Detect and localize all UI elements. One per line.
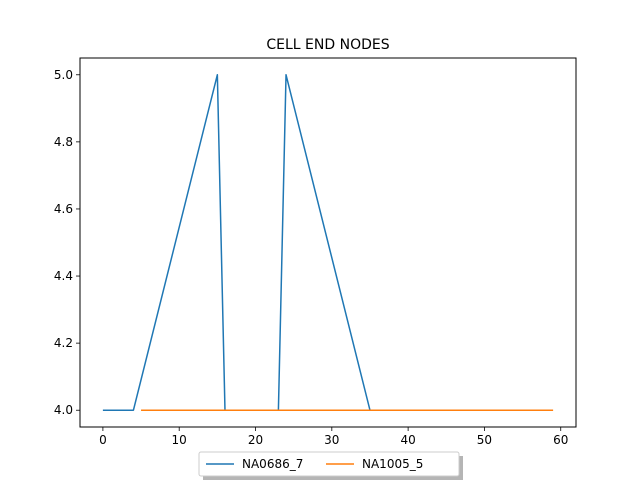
legend: NA0686_7 NA1005_5: [198, 451, 463, 480]
y-tick-label: 4.0: [54, 403, 73, 417]
y-tick-label: 4.6: [54, 202, 73, 216]
x-tick-label: 20: [248, 433, 263, 447]
x-tick-label: 60: [553, 433, 568, 447]
x-tick-label: 40: [400, 433, 415, 447]
chart-title: CELL END NODES: [266, 37, 389, 53]
legend-label: NA1005_5: [362, 457, 423, 471]
legend-label: NA0686_7: [242, 457, 303, 471]
x-tick-label: 0: [99, 433, 107, 447]
y-tick-label: 4.2: [54, 336, 73, 350]
x-tick-label: 30: [324, 433, 339, 447]
y-axis: 4.0 4.2 4.4 4.6 4.8 5.0: [54, 68, 80, 417]
x-axis: 0 10 20 30 40 50 60: [99, 427, 568, 447]
y-tick-label: 4.8: [54, 135, 73, 149]
y-tick-label: 5.0: [54, 68, 73, 82]
y-tick-label: 4.4: [54, 269, 73, 283]
x-tick-label: 10: [172, 433, 187, 447]
plot-lines: [102, 74, 554, 411]
x-tick-label: 50: [477, 433, 492, 447]
plot-frame: [79, 57, 577, 428]
